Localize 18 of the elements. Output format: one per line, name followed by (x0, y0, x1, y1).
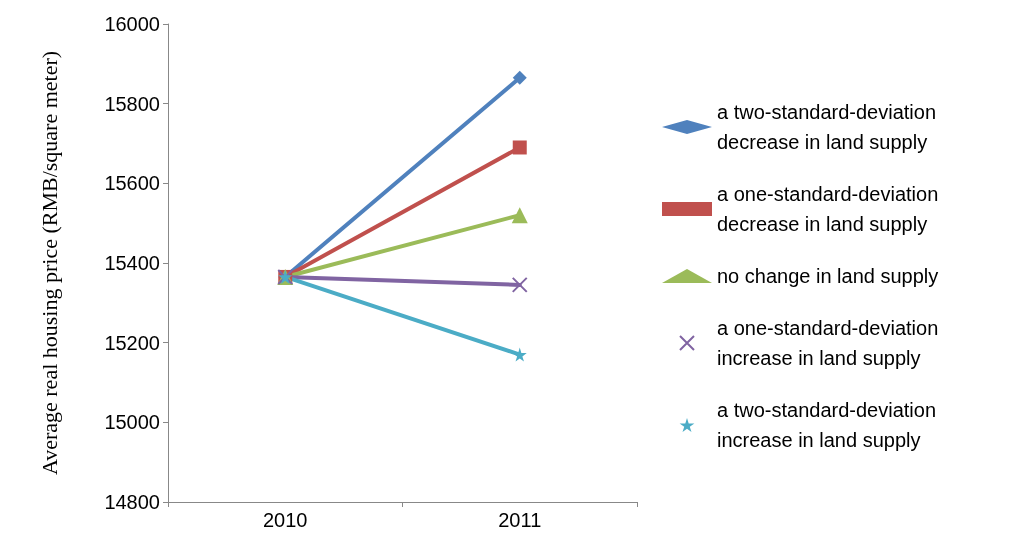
point (511, 276, 528, 293)
y-tick-label: 15800 (104, 92, 160, 115)
y-tick-label: 15200 (104, 331, 160, 354)
y-tick-label: 14800 (104, 491, 160, 513)
point (512, 140, 527, 155)
point (512, 70, 527, 85)
x-tick-label: 2011 (498, 509, 542, 531)
y-axis-title: Average real housing price (RMB/square meter) (36, 50, 62, 476)
x-tick-label: 2010 (263, 509, 308, 531)
y-tick-label: 15600 (104, 172, 160, 195)
y-tick-label: 15000 (104, 411, 160, 434)
legend-label: a two-standard-deviation increase in land supply (717, 399, 942, 451)
legend-label: a two-standard-deviation decrease in land supply (717, 101, 942, 153)
legend-label: no change in land supply (717, 265, 939, 287)
legend-label: a one-standard-deviation increase in land supply (717, 317, 944, 369)
y-tick-label: 16000 (104, 13, 160, 35)
legend-label: a one-standard-deviation decrease in land supply (717, 183, 944, 235)
y-tick-label: 15400 (104, 252, 160, 274)
